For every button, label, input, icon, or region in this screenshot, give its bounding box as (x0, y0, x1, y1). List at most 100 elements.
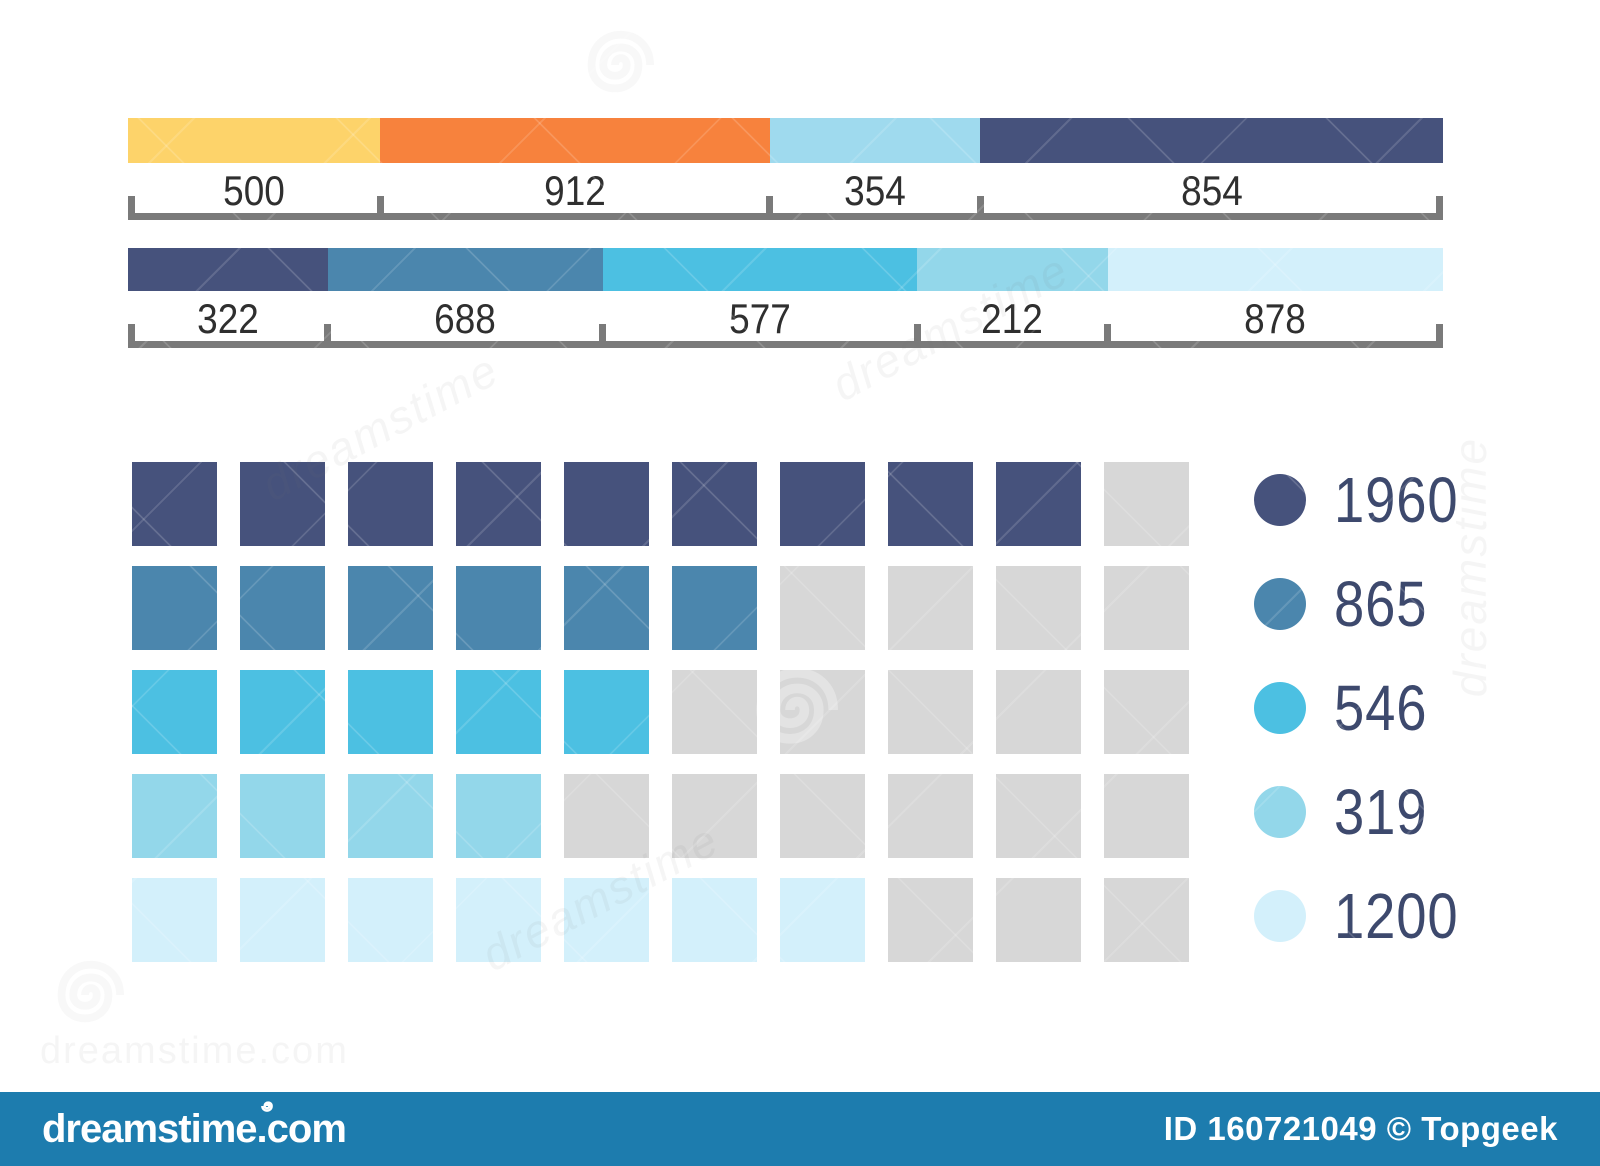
bar-segment-500 (128, 118, 381, 163)
waffle-cell (996, 774, 1081, 858)
stacked-bar-1-track (128, 118, 1443, 163)
waffle-cell (888, 774, 973, 858)
bar-segment-322 (128, 248, 328, 291)
waffle-cell (456, 878, 541, 962)
brand-logo-text: dreamstime.com (42, 1106, 347, 1151)
waffle-cell (564, 566, 649, 650)
watermark-text: dreamstime.com (40, 1030, 349, 1072)
legend-row: 1200 (1254, 864, 1480, 968)
segment-value-label: 212 (981, 295, 1044, 342)
legend-row: 319 (1254, 760, 1480, 864)
waffle-cell (240, 670, 325, 754)
segment-value-label: 878 (1244, 295, 1307, 342)
scale-tick (599, 324, 607, 348)
waffle-cell (564, 670, 649, 754)
watermark-spiral-icon (587, 30, 654, 93)
stacked-bar-2-scale: 322 688 577 212 878 (128, 298, 1443, 348)
waffle-cell (672, 670, 757, 754)
legend-row: 865 (1254, 552, 1480, 656)
stacked-bar-chart-2: 322 688 577 212 878 (128, 248, 1443, 348)
segment-value-label: 688 (434, 295, 497, 342)
legend-value-label: 865 (1334, 568, 1428, 640)
brand-spiral-icon (261, 1100, 273, 1112)
bar-segment-577 (602, 248, 917, 291)
bar-segment-912 (380, 118, 770, 163)
waffle-cell (132, 774, 217, 858)
waffle-cell (672, 878, 757, 962)
segment-value-label: 500 (223, 167, 286, 214)
waffle-cell (996, 670, 1081, 754)
waffle-cell (780, 462, 865, 546)
scale-tick (766, 196, 774, 220)
legend-dot-icon (1254, 682, 1306, 734)
legend-dot-icon (1254, 786, 1306, 838)
waffle-cell (780, 878, 865, 962)
legend-row: 1960 (1254, 448, 1480, 552)
waffle-cell (348, 774, 433, 858)
waffle-cell (240, 566, 325, 650)
waffle-cell (996, 878, 1081, 962)
segment-value-label: 322 (197, 295, 259, 342)
stacked-bar-chart-1: 500 912 354 854 (128, 118, 1443, 220)
scale-tick (1104, 324, 1112, 348)
waffle-cell (132, 566, 217, 650)
segment-value-label: 912 (544, 167, 606, 214)
waffle-cell (456, 774, 541, 858)
waffle-cell (348, 670, 433, 754)
legend-value-label: 1200 (1334, 880, 1459, 952)
segment-value-label: 854 (1180, 167, 1243, 214)
waffle-cell (132, 878, 217, 962)
scale-tick (976, 196, 984, 220)
waffle-cell (672, 566, 757, 650)
waffle-cell (132, 462, 217, 546)
bar-segment-212 (916, 248, 1108, 291)
waffle-cell (456, 670, 541, 754)
waffle-cell (348, 878, 433, 962)
waffle-cell (780, 774, 865, 858)
scale-tick (128, 196, 135, 220)
scale-bracket-line (128, 213, 1443, 220)
scale-tick (913, 324, 921, 348)
waffle-cell (564, 774, 649, 858)
waffle-cell (996, 462, 1081, 546)
bar-segment-354 (769, 118, 981, 163)
waffle-cell (348, 566, 433, 650)
waffle-cell (240, 774, 325, 858)
legend-dot-icon (1254, 578, 1306, 630)
waffle-cell (1104, 774, 1189, 858)
scale-bracket-line (128, 341, 1443, 348)
scale-tick (376, 196, 384, 220)
bar-segment-878 (1107, 248, 1443, 291)
waffle-legend: 1960 865 546 319 1200 (1254, 448, 1480, 968)
watermark-footer: dreamstime.com ID 160721049 © Topgeek (0, 1092, 1600, 1166)
legend-value-label: 546 (1334, 672, 1428, 744)
waffle-grid (132, 462, 1189, 962)
bar-segment-688 (327, 248, 603, 291)
scale-tick (1436, 196, 1443, 220)
waffle-cell (1104, 670, 1189, 754)
legend-row: 546 (1254, 656, 1480, 760)
waffle-cell (1104, 462, 1189, 546)
bar-segment-854 (980, 118, 1443, 163)
waffle-cell (240, 462, 325, 546)
legend-dot-icon (1254, 890, 1306, 942)
waffle-cell (888, 878, 973, 962)
waffle-cell (888, 462, 973, 546)
brand-logo: dreamstime.com (42, 1100, 347, 1152)
waffle-cell (348, 462, 433, 546)
waffle-cell (888, 566, 973, 650)
scale-tick (128, 324, 135, 348)
stacked-bar-1-scale: 500 912 354 854 (128, 170, 1443, 220)
waffle-cell (888, 670, 973, 754)
waffle-cell (456, 462, 541, 546)
waffle-cell (1104, 566, 1189, 650)
waffle-cell (780, 566, 865, 650)
waffle-cell (564, 878, 649, 962)
legend-value-label: 319 (1334, 776, 1428, 848)
waffle-cell (672, 462, 757, 546)
segment-value-label: 577 (729, 295, 791, 342)
scale-tick (324, 324, 332, 348)
segment-value-label: 354 (844, 167, 906, 214)
image-id-text: ID 160721049 © Topgeek (1163, 1110, 1558, 1147)
